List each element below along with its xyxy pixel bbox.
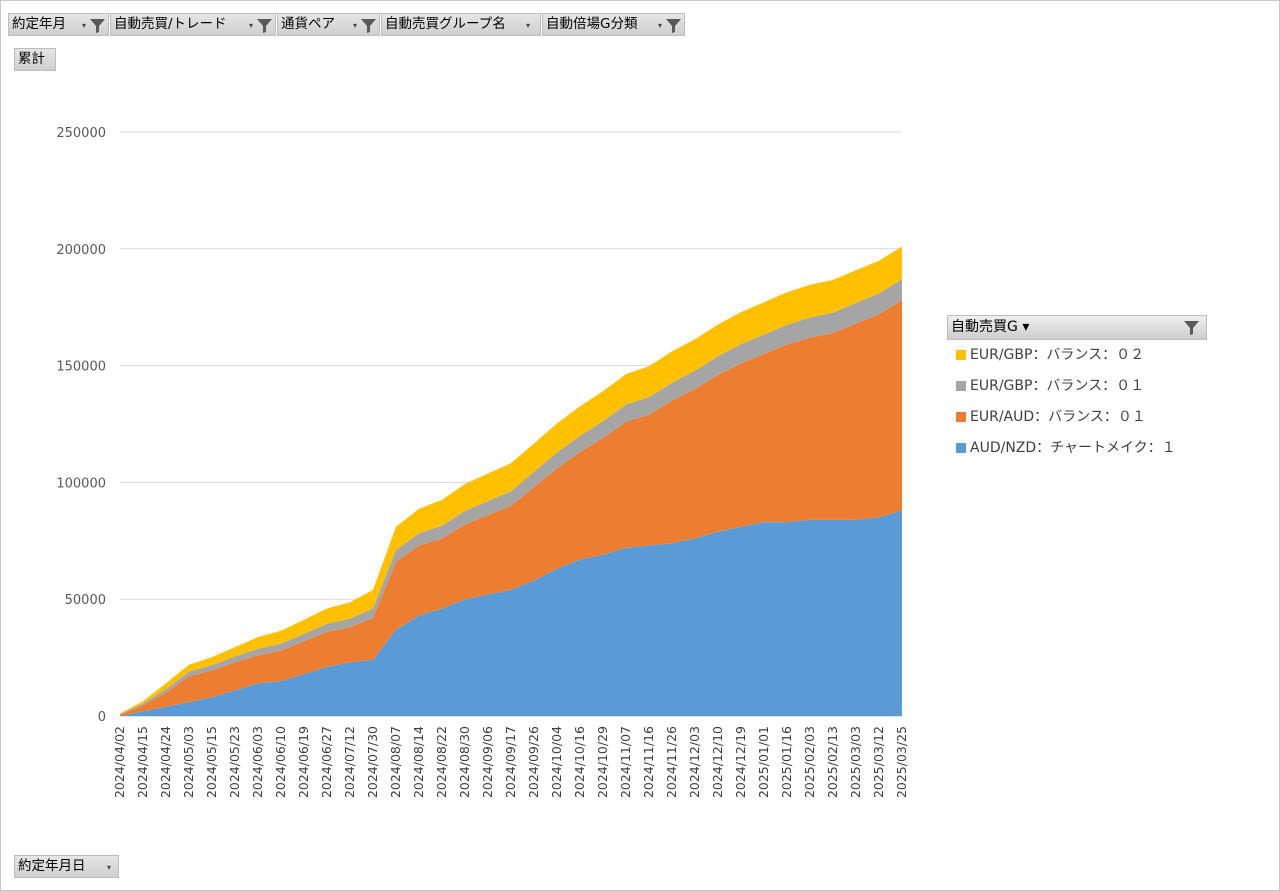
dropdown-arrow-icon: ▾ [249,21,254,30]
filter-label: 自動売買/トレード [114,16,227,32]
dropdown-arrow-icon: ▾ [658,21,663,30]
legend-label: EUR/AUD：バランス：０１ [970,409,1146,425]
x-tick-label: 2024/05/03 [181,726,196,798]
area-series-1[interactable] [120,510,902,716]
filter-icon[interactable] [89,17,106,34]
x-tick-label: 2024/06/19 [296,726,311,798]
y-tick-label: 0 [98,710,106,725]
y-tick-label: 150000 [56,360,106,375]
x-tick-label: 2024/10/29 [595,726,610,798]
dropdown-arrow-icon: ▾ [107,863,112,872]
stacked-areas [120,246,902,716]
legend-item[interactable]: EUR/AUD：バランス：０１ [956,407,1146,427]
x-tick-label: 2025/03/12 [871,726,886,798]
x-tick-label: 2024/12/19 [733,726,748,798]
legend-swatch [956,412,966,422]
x-tick-label: 2024/08/07 [388,726,403,798]
legend-header[interactable]: 自動売買G ▾ [947,315,1207,340]
x-tick-label: 2024/07/30 [365,726,380,798]
legend-item[interactable]: EUR/GBP：バランス：０２ [956,345,1144,365]
x-tick-label: 2024/04/15 [135,726,150,798]
filter-button-2[interactable]: 自動売買/トレード ▾ [110,13,276,36]
legend-swatch [956,350,966,360]
legend-label: AUD/NZD：チャートメイク：１ [970,440,1176,456]
y-tick-label: 250000 [56,126,106,141]
x-tick-label: 2024/09/06 [480,726,495,798]
x-tick-label: 2024/06/27 [319,726,334,798]
x-tick-label: 2024/09/17 [503,726,518,798]
x-tick-label: 2025/03/03 [848,726,863,798]
y-tick-label: 100000 [56,476,106,491]
dropdown-arrow-icon: ▾ [1022,319,1030,335]
filter-icon[interactable] [256,17,273,34]
x-tick-label: 2024/08/22 [434,726,449,798]
filter-label: 通貨ペア [281,16,335,32]
legend-item[interactable]: AUD/NZD：チャートメイク：１ [956,438,1176,458]
filter-icon[interactable] [665,17,682,34]
legend-swatch [956,381,966,391]
legend-label: EUR/GBP：バランス：０２ [970,347,1145,363]
area-series-4[interactable] [120,246,902,715]
x-tick-label: 2024/06/03 [250,726,265,798]
dropdown-arrow-icon: ▾ [82,21,87,30]
x-tick-label: 2024/05/15 [204,726,219,798]
x-tick-label: 2024/10/16 [572,726,587,798]
x-tick-label: 2024/08/14 [411,726,426,798]
filter-icon[interactable] [360,17,377,34]
x-tick-label: 2024/08/30 [457,726,472,798]
x-axis: 2024/04/02 2024/04/15 2024/04/24 2024/05/03… [112,726,909,798]
legend-item[interactable]: EUR/GBP：バランス：０１ [956,376,1144,396]
y-tick-label: 200000 [56,243,106,258]
x-tick-label: 2025/03/25 [894,726,909,798]
y-axis: 0 50000 100000 150000 200000 250000 [56,126,106,725]
x-tick-label: 2025/01/01 [756,726,771,798]
value-field-button[interactable]: 累計 [14,48,56,71]
dropdown-arrow-icon: ▾ [353,21,358,30]
filter-label: 自動売買グループ名 [385,16,506,32]
axis-field-button[interactable]: 約定年月日 ▾ [14,855,119,878]
x-tick-label: 2024/11/26 [664,726,679,798]
x-tick-label: 2024/05/23 [227,726,242,798]
x-tick-label: 2024/09/26 [526,726,541,798]
x-tick-label: 2024/12/03 [687,726,702,798]
x-tick-label: 2024/07/12 [342,726,357,798]
legend-title: 自動売買G [951,319,1018,335]
area-series-2[interactable] [120,300,902,716]
x-tick-label: 2024/11/07 [618,726,633,798]
y-tick-label: 50000 [65,593,106,608]
x-tick-label: 2025/01/16 [779,726,794,798]
x-tick-label: 2024/11/16 [641,726,656,798]
filter-icon[interactable] [1183,319,1200,336]
x-tick-label: 2024/04/24 [158,726,173,798]
legend-label: EUR/GBP：バランス：０１ [970,378,1145,394]
filter-label: 約定年月 [12,16,66,32]
x-tick-label: 2024/12/10 [710,726,725,798]
x-tick-label: 2024/06/10 [273,726,288,798]
filter-button-1[interactable]: 約定年月 ▾ [8,13,109,36]
dropdown-arrow-icon: ▾ [526,21,531,30]
legend-swatch [956,443,966,453]
filter-label: 自動倍場G分類 [546,16,638,32]
area-series-3[interactable] [120,279,902,715]
x-tick-label: 2024/04/02 [112,726,127,798]
x-tick-label: 2025/02/13 [825,726,840,798]
filter-button-3[interactable]: 通貨ペア ▾ [277,13,380,36]
x-tick-label: 2024/10/04 [549,726,564,798]
filter-button-4[interactable]: 自動売買グループ名 ▾ [381,13,541,36]
x-tick-label: 2025/02/03 [802,726,817,798]
filter-button-5[interactable]: 自動倍場G分類 ▾ [542,13,685,36]
